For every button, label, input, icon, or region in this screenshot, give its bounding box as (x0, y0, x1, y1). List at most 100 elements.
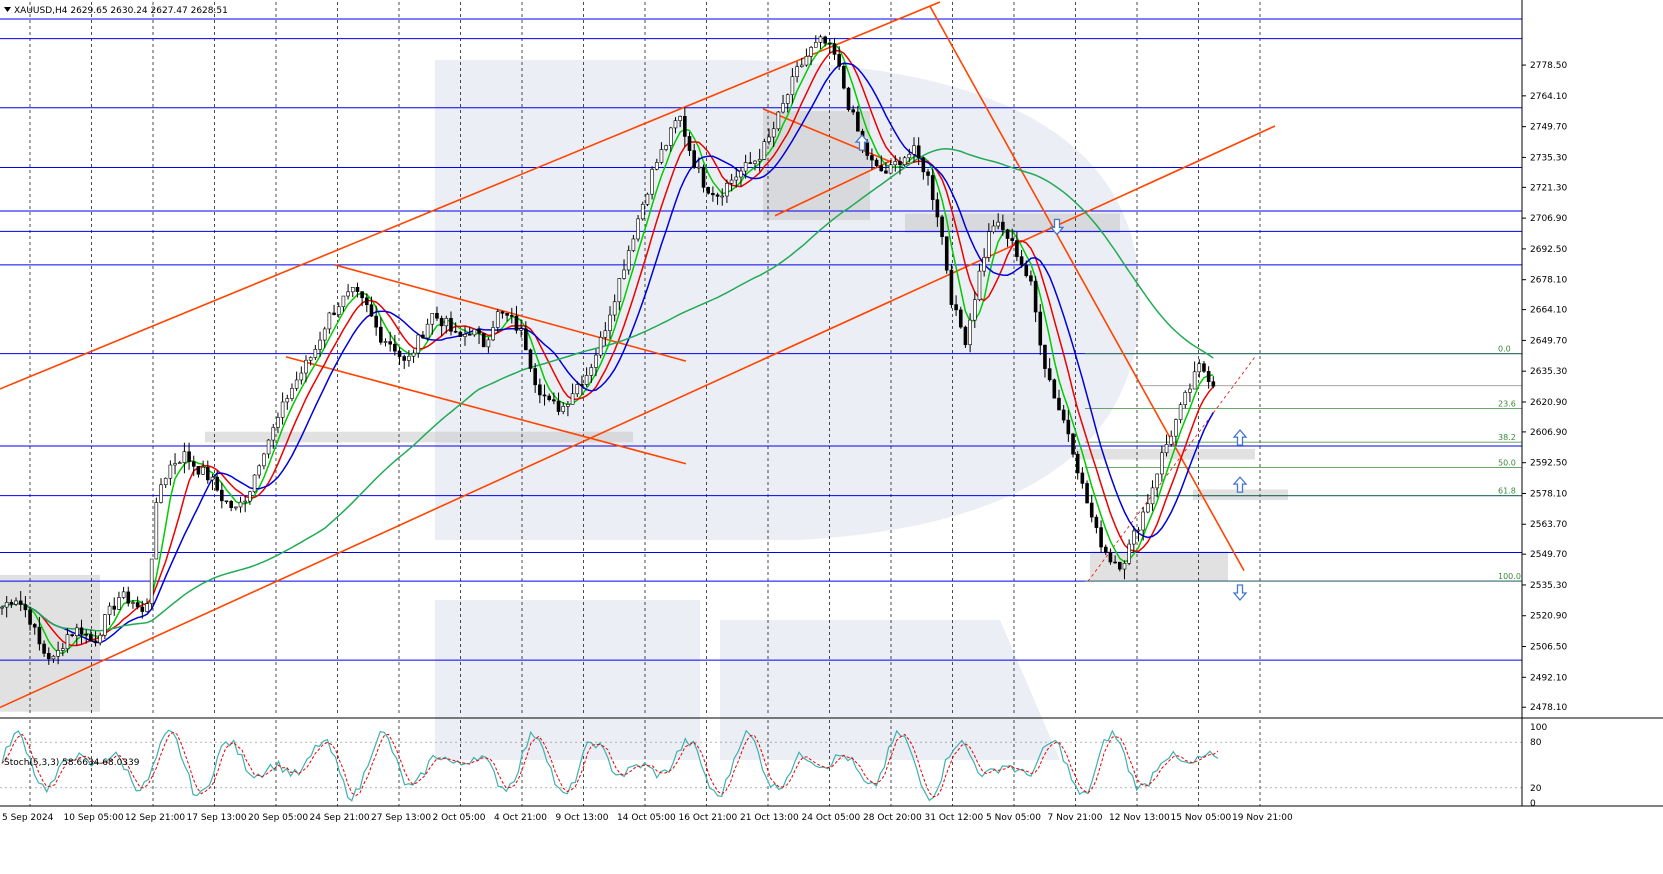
candle-body (701, 166, 706, 188)
price-tick-label: 2678.10 (1530, 276, 1567, 286)
candle-body (1192, 371, 1197, 390)
candle-body (360, 291, 364, 299)
candle-body (4, 602, 9, 608)
candle-body (93, 640, 98, 644)
price-tick-label: 2664.10 (1530, 306, 1567, 316)
candle-body (397, 350, 402, 357)
arrow-up-icon (1232, 429, 1248, 446)
candle-body (140, 606, 145, 612)
candle-body (711, 192, 715, 196)
candle-body (46, 653, 51, 660)
candle-body (687, 136, 692, 151)
candle-body (949, 269, 954, 305)
signal-arrows (854, 134, 1248, 602)
candle-body (1197, 363, 1202, 373)
price-tick-label: 2549.70 (1530, 550, 1567, 560)
candle-body (622, 269, 626, 279)
candle-body (318, 339, 322, 350)
candle-body (1075, 453, 1080, 474)
candle-body (776, 111, 781, 130)
candle-body (243, 500, 247, 503)
candle-body (346, 291, 350, 297)
trend-line (334, 264, 687, 362)
grey-zones (0, 111, 1288, 712)
candle-body (1160, 452, 1164, 475)
candle-body (276, 417, 280, 428)
stoch-tick-label: 0 (1530, 799, 1536, 809)
trend-line (0, 1, 941, 390)
time-tick-label: 12 Sep 21:00 (125, 813, 185, 823)
candle-body (851, 109, 856, 113)
candle-body (1183, 392, 1188, 406)
candle-body (308, 357, 313, 361)
candle-body (491, 327, 495, 341)
candle-body (32, 624, 37, 628)
watermark-logo (435, 60, 1140, 760)
candle-body (799, 64, 804, 67)
candle-body (1057, 397, 1061, 411)
time-tick-label: 24 Sep 21:00 (310, 813, 370, 823)
candle-body (1089, 502, 1094, 518)
candle-body (1043, 344, 1047, 369)
price-tick-label: 2620.90 (1530, 398, 1567, 408)
candle-body (60, 648, 65, 651)
candle-body (388, 341, 392, 345)
candle-body (486, 339, 491, 348)
candle-body (416, 334, 421, 354)
time-axis: 5 Sep 2024 10 Sep 05:00 12 Sep 21:00 17 Sep… (2, 813, 1293, 823)
candle-body (285, 398, 290, 403)
fibonacci-retracement: 0.0 23.6 38.2 50.0 61.8 100.0 (1085, 345, 1522, 582)
candle-body (748, 162, 753, 164)
candle-body (1132, 530, 1136, 545)
time-tick-label: 9 Oct 13:00 (556, 813, 609, 823)
candle-body (280, 401, 285, 418)
stoch-title: Stoch(5,3,3) 58.6634 68.0339 (4, 758, 140, 768)
time-tick-label: 5 Sep 2024 (2, 813, 54, 823)
candle-body (509, 315, 514, 317)
candle-body (481, 333, 486, 348)
grey-zone (205, 431, 633, 443)
candle-body (940, 216, 944, 237)
candle-body (135, 602, 140, 608)
price-tick-label: 2764.10 (1530, 92, 1567, 102)
candle-body (1080, 472, 1085, 484)
candle-body (785, 94, 790, 104)
candle-body (813, 42, 818, 48)
candle-body (828, 42, 832, 45)
symbol-dropdown-icon[interactable] (4, 7, 11, 12)
candle-body (542, 394, 547, 397)
candle-body (636, 218, 640, 240)
candle-body (439, 317, 444, 327)
candle-body (1038, 311, 1043, 346)
candle-body (126, 591, 131, 604)
candle-body (177, 462, 182, 464)
candle-body (0, 606, 4, 609)
candle-body (697, 166, 701, 169)
candle-body (453, 330, 458, 333)
candle-body (1146, 503, 1150, 513)
candle-body (1029, 275, 1033, 282)
candle-body (1066, 419, 1071, 435)
candle-body (37, 626, 42, 645)
grey-zone (1075, 448, 1255, 460)
candle-body (804, 56, 809, 66)
ma-mid-line (1, 49, 1214, 647)
candle-body (1085, 483, 1089, 504)
candle-body (84, 634, 88, 636)
time-tick-label: 19 Nov 21:00 (1232, 813, 1293, 823)
candle-body (972, 299, 977, 321)
arrow-up-icon (1232, 476, 1248, 493)
time-tick-label: 2 Oct 05:00 (433, 813, 486, 823)
candle-body (566, 404, 570, 407)
time-tick-label: 12 Nov 13:00 (1109, 813, 1170, 823)
candle-body (121, 591, 126, 598)
candle-body (594, 354, 598, 368)
candle-body (1164, 444, 1169, 454)
candle-body (1127, 543, 1131, 564)
time-tick-label: 4 Oct 21:00 (494, 813, 547, 823)
candle-body (1108, 552, 1113, 563)
candle-body (28, 609, 32, 625)
candle-body (874, 159, 879, 167)
candle-body (1071, 433, 1075, 455)
